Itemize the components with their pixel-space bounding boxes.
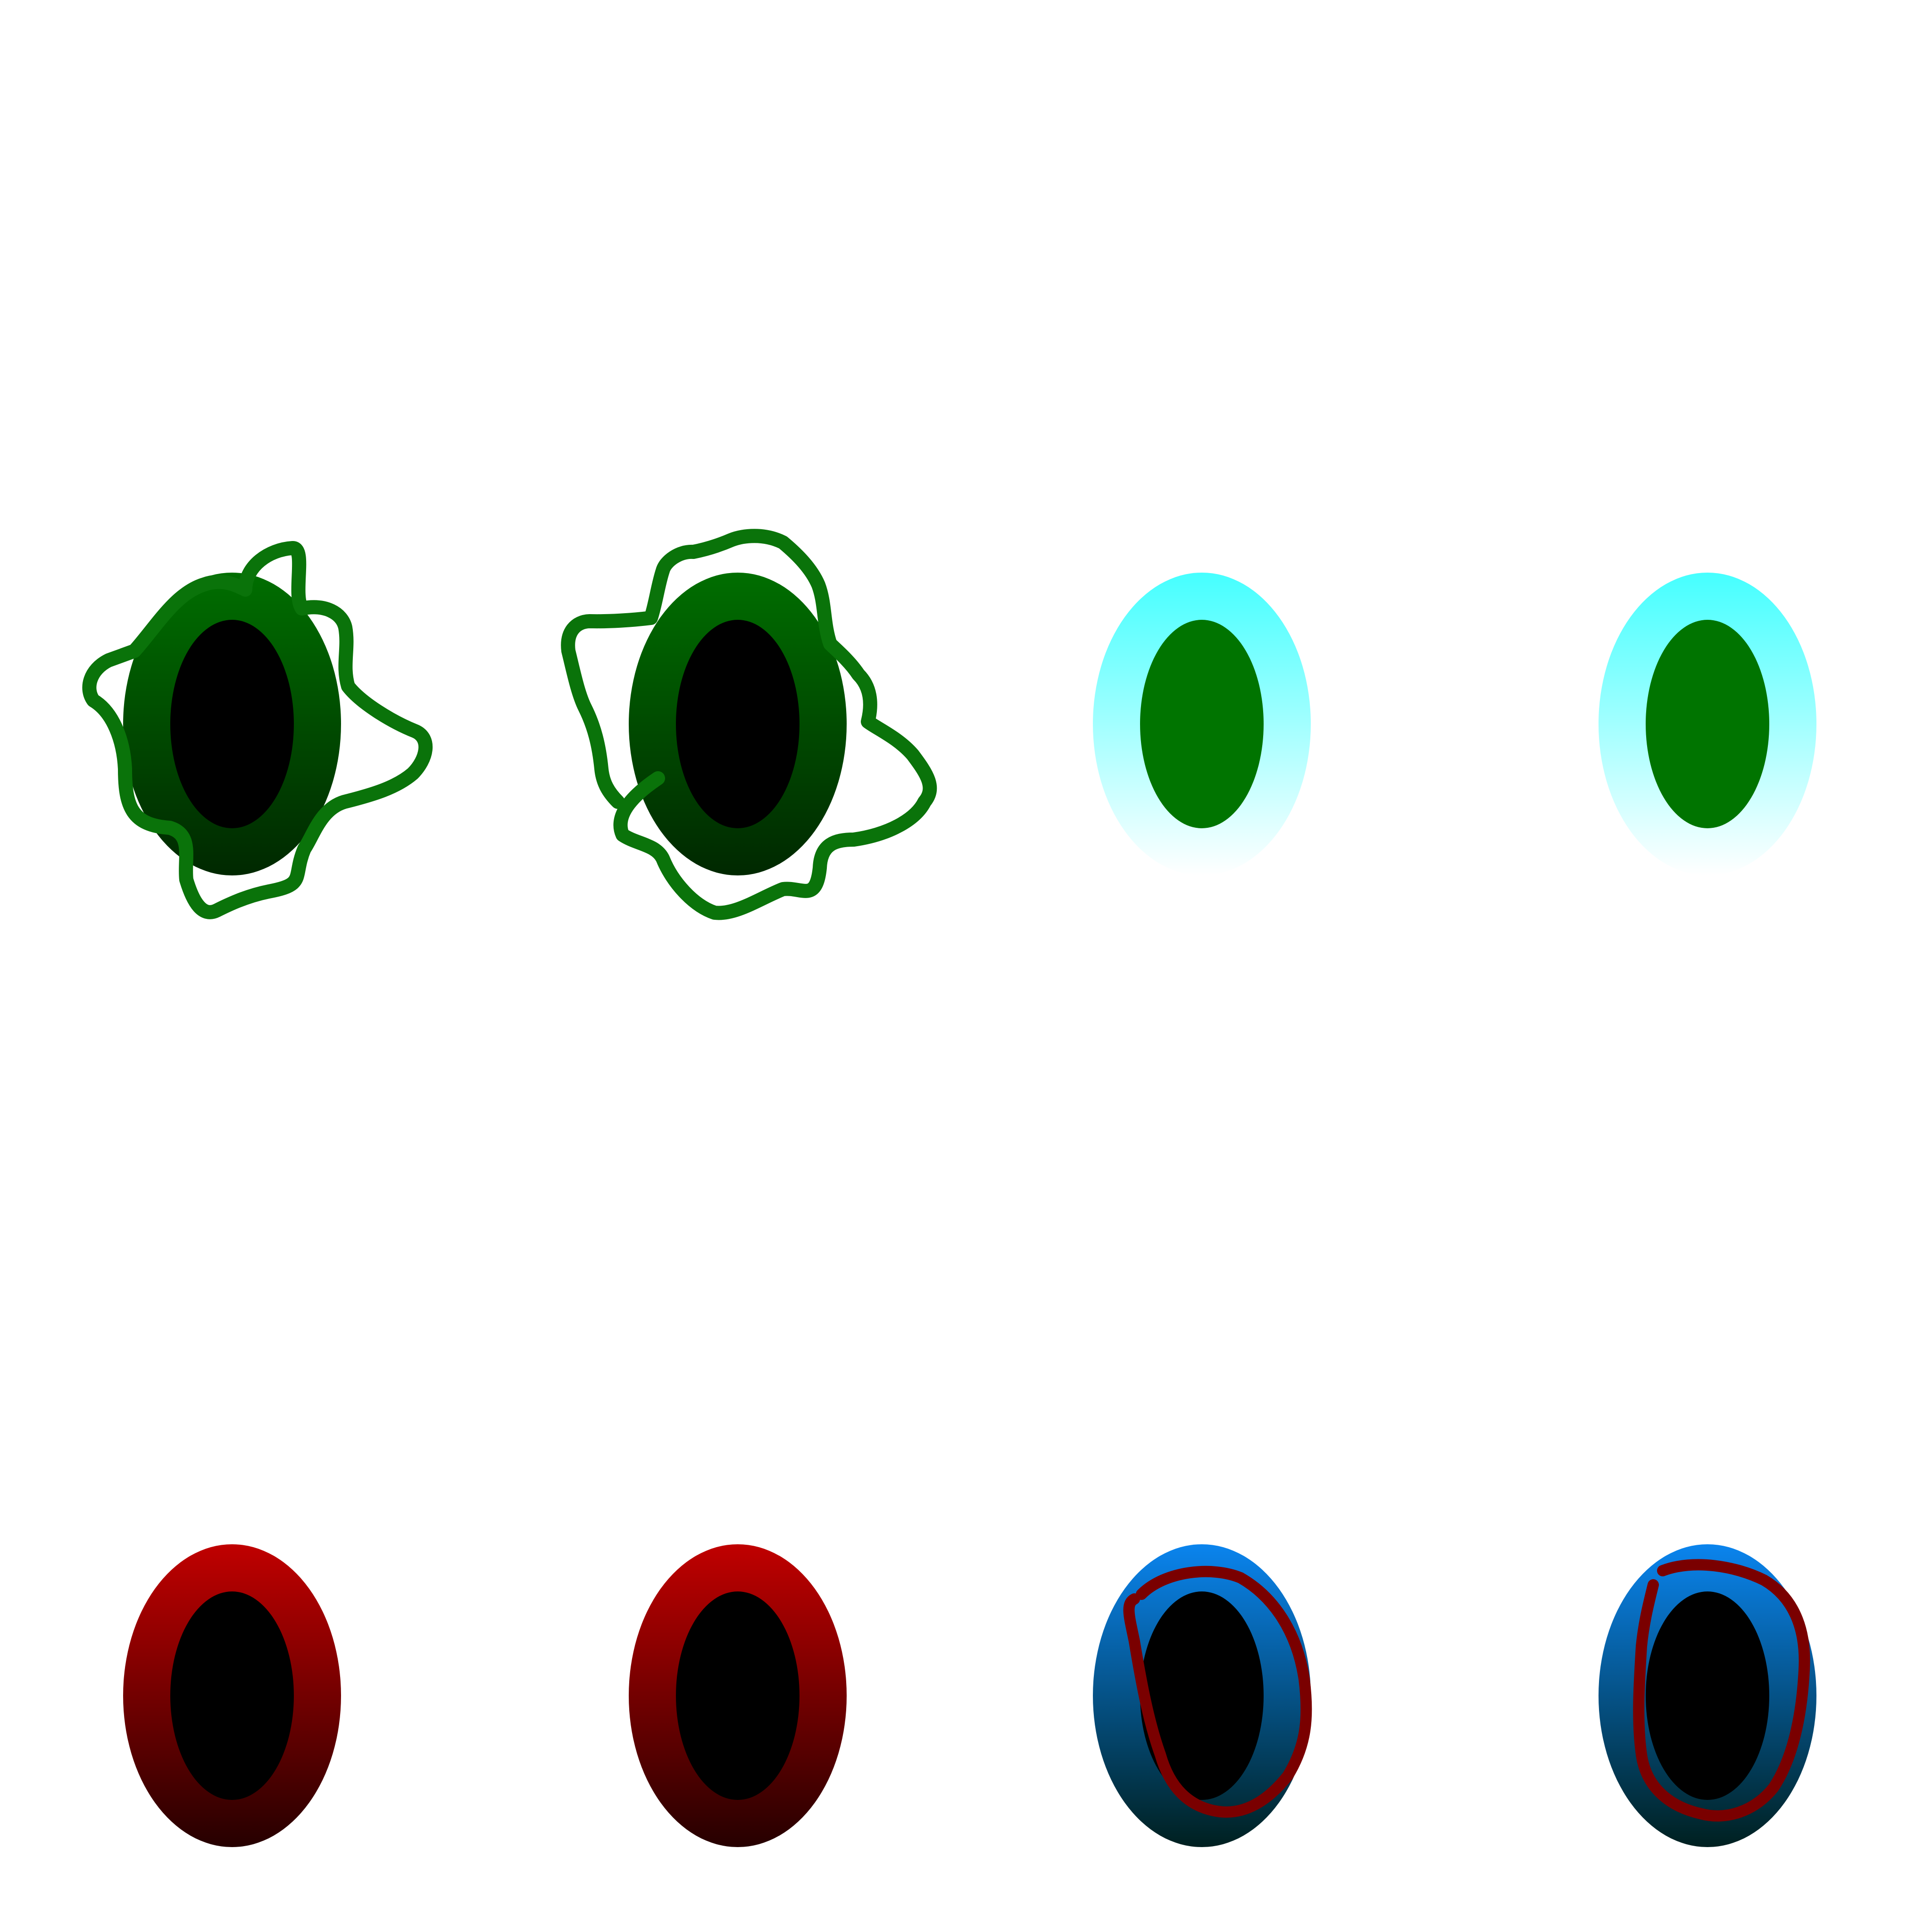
eye-pupil	[170, 620, 294, 828]
eye-green-scribble-2	[568, 536, 930, 913]
top-row	[89, 536, 1816, 913]
eye-pupil	[676, 1591, 799, 1800]
eye-pupil	[1140, 620, 1264, 828]
bottom-row	[123, 1544, 1816, 1847]
eye-red-2	[629, 1544, 847, 1847]
eye-cyan-1	[1093, 573, 1311, 875]
eye-pupil	[170, 1591, 294, 1800]
eye-pupil	[676, 620, 799, 828]
eye-red-1	[123, 1544, 341, 1847]
eye-cyan-2	[1599, 573, 1816, 875]
eye-green-scribble-1	[89, 548, 425, 912]
eye-pupil	[1646, 620, 1769, 828]
eye-blue-ring-1	[1093, 1544, 1311, 1847]
eye-pupil	[1140, 1591, 1264, 1800]
eye-blue-ring-2	[1599, 1544, 1816, 1847]
eye-pupil	[1646, 1591, 1769, 1800]
eyes-layer	[89, 536, 1816, 1847]
